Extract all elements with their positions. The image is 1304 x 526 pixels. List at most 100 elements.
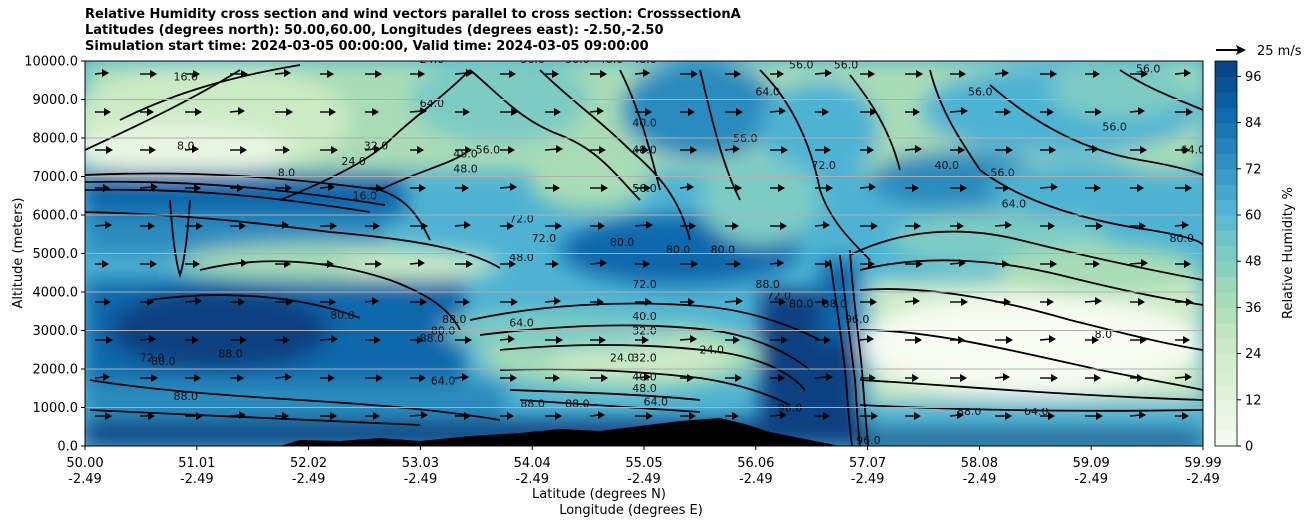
contour-label: 80.0 [711,244,736,257]
wind-arrow-head [510,183,517,191]
wind-arrow-head [825,69,832,77]
contour-label: 24.0 [610,351,635,364]
wind-arrow [724,300,739,303]
wind-arrow-head [1186,108,1193,116]
contour-label: 96.0 [845,313,870,326]
wind-arrow-head [1051,374,1058,382]
wind-arrow-head [1141,259,1148,267]
contour-label: 88.0 [442,313,467,326]
wind-arrow-head [238,107,245,115]
wind-arrow-head [462,373,469,381]
wind-arrow-head [104,108,111,116]
colorbar-band [1215,430,1237,447]
wind-arrow-head [779,298,786,306]
wind-arrow-head [417,336,424,344]
wind-arrow-head [912,184,919,192]
wind-arrow-head [1004,108,1011,116]
x-tick-label-lon: -2.49 [180,472,214,487]
wind-arrow-head [507,412,514,420]
wind-arrow-head [916,260,923,268]
colorbar-band [1215,61,1237,77]
contour-labels: 16.024.0 56.0 56.0 48.0 48.0 56.0 56.08.08.032… [140,53,1203,446]
y-axis-label: Altitude (meters) [11,198,26,309]
wind-arrow-head [238,298,245,306]
wind-arrow-head [148,222,155,230]
wind-arrow-head [374,145,381,153]
x-tick-label-lat: 57.07 [849,456,886,471]
wind-arrow-head [555,222,562,230]
wind-arrow-head [286,108,293,116]
wind-arrow-head [375,260,382,268]
y-tick-label: 10000.0 [24,55,78,70]
y-tick-label: 8000.0 [33,132,79,147]
x-axis: 50.00-2.4951.01-2.4952.02-2.4953.03-2.49… [66,446,1222,487]
colorbar-tick-label: 36 [1245,301,1262,316]
colorbar-band [1215,415,1237,432]
wind-arrow-head [508,335,515,343]
wind-arrow-head [869,183,876,191]
wind-arrow-head [959,259,966,267]
quiver-key: 25 m/s [1216,44,1302,59]
wind-arrow-head [732,412,739,420]
wind-arrow-head [553,374,560,382]
wind-arrow-head [1093,260,1100,268]
wind-arrow-head [961,107,968,115]
horizontal-gridlines [85,99,1203,408]
colorbar-ticks: 0 12 24 36 48 60 72 84 96 [1237,70,1262,455]
wind-arrow-head [328,183,335,191]
wind-arrow-head [913,108,920,116]
wind-arrow-head [194,184,201,192]
wind-arrow-head [556,336,563,344]
contour-label: 40.0 [934,159,959,172]
wind-arrow [634,224,649,227]
wind-arrow-head [149,146,156,154]
wind-arrow-head [689,412,696,420]
wind-arrow-head [598,222,605,230]
wind-arrow-head [331,146,338,154]
wind-arrow-head [732,222,739,230]
wind-arrow-head [600,70,607,78]
wind-arrow-head [1138,298,1145,306]
wind-arrow-head [373,412,380,420]
wind-arrow-head [196,222,203,230]
contour-label: 16.0 [173,70,198,83]
wind-arrow-head [282,221,289,229]
wind-arrow-head [1004,298,1011,306]
colorbar-band [1215,369,1237,385]
contour-label: 24.0 [420,53,445,66]
x-tick-label-lon: -2.49 [68,472,102,487]
wind-arrow-head [285,184,292,192]
x-tick-label-lon: -2.49 [292,472,326,487]
contour-label: 72.0 [532,232,557,245]
colorbar-band [1215,138,1237,154]
wind-arrow-head [329,108,336,116]
wind-arrow-head [1051,183,1058,191]
wind-arrow-head [778,184,785,192]
wind-arrow-head [868,260,875,268]
wind-arrow-head [555,412,562,420]
wind-arrow-head [733,145,740,153]
wind-arrow-head [282,412,289,420]
contour-label: 88.0 [823,297,848,310]
wind-arrow-head [687,374,694,382]
wind-arrow-head [915,336,922,344]
wind-arrow-head [915,145,922,153]
contour-label: 80.0 [330,309,355,322]
contour-label: 40.0 [632,371,657,384]
wind-arrow-head [327,70,334,78]
wind-arrow-head [417,146,424,154]
x-tick-label-lat: 50.00 [66,456,103,471]
contour-label: 80.0 [610,236,635,249]
wind-arrow-head [193,260,200,268]
chart-title-line2: Latitudes (degrees north): 50.00,60.00, … [85,23,664,38]
wind-arrow-head [1092,145,1099,153]
wind-arrow-head [960,184,967,192]
colorbar-band [1215,230,1237,247]
wind-arrow-head [554,297,561,305]
wind-arrow-head [106,146,113,154]
contour-label: 88.0 [957,405,982,418]
wind-arrow-head [1049,146,1056,154]
contour-label: 88.0 [565,398,590,411]
contour-label: 64.0 [644,396,669,409]
wind-arrow-head [331,335,338,343]
